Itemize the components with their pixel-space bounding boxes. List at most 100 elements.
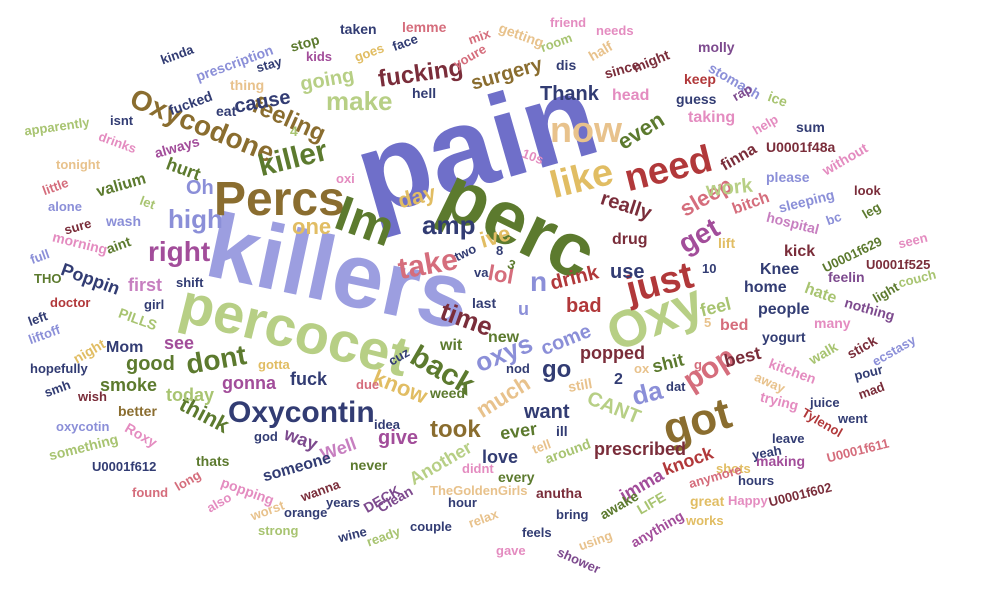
word: still — [566, 375, 594, 395]
word: help — [750, 111, 781, 138]
word: ill — [556, 423, 568, 439]
word: valium — [94, 170, 148, 201]
word: molly — [698, 39, 735, 55]
word: see — [164, 333, 195, 353]
word: want — [524, 401, 570, 423]
word: bc — [823, 208, 844, 229]
word: now — [550, 109, 622, 150]
word: g — [694, 357, 702, 372]
word: sum — [796, 119, 825, 135]
word: wish — [78, 389, 107, 404]
word: Happy — [728, 493, 768, 508]
word: Oh — [186, 177, 214, 199]
word: long — [172, 467, 204, 494]
word: gave — [496, 543, 526, 558]
word: idea — [374, 417, 401, 432]
word: aint — [104, 233, 133, 257]
word: bring — [556, 507, 589, 522]
word: wine — [336, 523, 369, 546]
word: alone — [48, 199, 82, 214]
word: thing — [230, 77, 265, 93]
word: U0001f611 — [825, 435, 891, 466]
word: night — [70, 335, 108, 367]
word: orange — [284, 505, 328, 520]
word: kids — [306, 49, 333, 64]
word: eat — [216, 103, 237, 119]
word: face — [390, 31, 420, 54]
word: kick — [784, 243, 816, 260]
word: Mom — [106, 339, 144, 356]
word: better — [118, 403, 157, 419]
word: gotta — [258, 357, 290, 372]
word: va — [474, 265, 489, 280]
word: look — [854, 183, 881, 198]
word: please — [766, 169, 810, 185]
word: people — [758, 301, 810, 318]
word: years — [326, 495, 360, 510]
word: guess — [676, 91, 717, 107]
word: lift — [718, 235, 736, 251]
word: TheGoldenGirls — [430, 483, 528, 498]
word: let — [137, 192, 158, 213]
word: 4 — [290, 123, 298, 139]
word: using — [576, 527, 615, 554]
word: 5 — [704, 315, 712, 330]
word: also — [203, 489, 235, 516]
word: THO — [34, 271, 62, 286]
word: smoke — [100, 375, 158, 395]
word: amp — [422, 210, 476, 240]
word: took — [430, 416, 481, 443]
word: taken — [340, 21, 377, 37]
word: feelin — [828, 269, 865, 285]
word: many — [814, 315, 851, 331]
word: girl — [144, 297, 165, 312]
word: oxycotin — [56, 419, 110, 434]
word: works — [686, 513, 724, 528]
word: dis — [556, 57, 577, 73]
word: fuck — [290, 369, 328, 389]
word: last — [472, 295, 497, 311]
word: right — [148, 236, 211, 267]
word: went — [838, 411, 868, 426]
word: feels — [522, 525, 552, 540]
word: sure — [62, 215, 94, 238]
word: Percs — [214, 173, 345, 226]
word: couple — [410, 519, 452, 534]
word: shower — [554, 544, 603, 577]
word: kinda — [158, 41, 196, 68]
word: around — [542, 435, 593, 467]
word: U0001f525 — [866, 257, 931, 272]
word: today — [166, 385, 215, 405]
word: hopefully — [30, 361, 88, 376]
word: little — [40, 174, 71, 199]
word: trying — [758, 388, 801, 414]
word: prescribed — [594, 439, 687, 459]
word: ever — [498, 418, 539, 444]
word: sleeping — [776, 186, 836, 216]
word: ecstasy — [869, 332, 919, 369]
word: youre — [450, 41, 489, 72]
word: first — [128, 275, 163, 295]
word: found — [132, 485, 169, 500]
word: Roxy — [122, 419, 160, 451]
word: needs — [596, 23, 634, 38]
word: relax — [466, 506, 501, 531]
word: leave — [772, 431, 805, 446]
word: hour — [448, 495, 477, 510]
word: never — [350, 457, 388, 473]
word: dat — [666, 379, 686, 394]
word: nod — [506, 361, 530, 376]
word: n — [530, 266, 548, 297]
word: u — [518, 299, 529, 319]
word: 10 — [702, 261, 717, 276]
word: yogurt — [762, 329, 806, 345]
word: goes — [352, 40, 386, 65]
word: strong — [258, 523, 299, 538]
word: light — [870, 279, 902, 306]
word: keep — [684, 71, 716, 87]
word: friend — [550, 15, 587, 30]
word: god — [254, 429, 278, 444]
word: smh — [42, 376, 73, 401]
word: full — [28, 246, 52, 267]
